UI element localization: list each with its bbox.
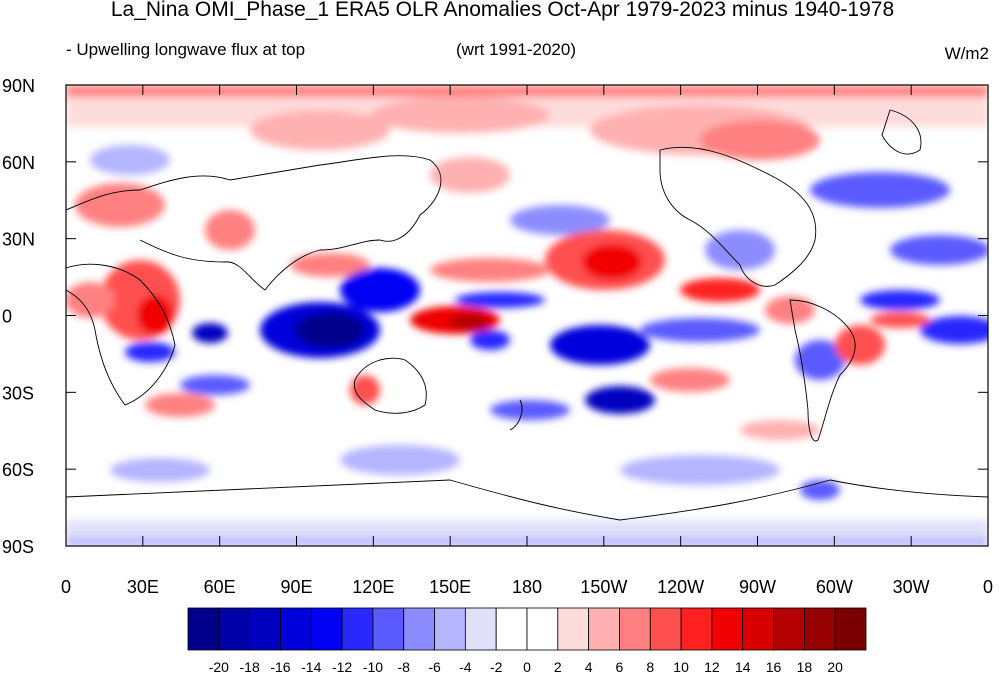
colorbar-label: 14 (735, 659, 751, 675)
x-tick-label: 120W (657, 577, 704, 597)
colorbar-box (434, 607, 466, 651)
x-tick-label: 180 (512, 577, 542, 597)
map-background (66, 85, 988, 546)
colorbar (187, 607, 867, 651)
anomaly-field (66, 85, 988, 546)
colorbar-label: -12 (332, 659, 352, 675)
x-axis: 0 30E 60E 90E 120E 150E 180 150W 120W 90W 60W 30W 0 (61, 85, 993, 597)
colorbar-box (619, 607, 651, 651)
colorbar-label: 10 (673, 659, 689, 675)
colorbar-label: -14 (301, 659, 321, 675)
x-tick-label: 150W (580, 577, 627, 597)
colorbar-label: 20 (827, 659, 843, 675)
colorbar-box (773, 607, 805, 651)
x-tick-label: 0 (983, 577, 993, 597)
x-tick-label: 150E (429, 577, 471, 597)
colorbar-box (742, 607, 774, 651)
y-tick-label: 60S (2, 460, 34, 480)
y-tick-label: 30S (2, 383, 34, 403)
y-axis: 90N 60N 30N 0 30S 60S 90S (2, 76, 988, 557)
colorbar-label: -18 (240, 659, 260, 675)
colorbar-box (680, 607, 713, 651)
colorbar-label: 8 (646, 659, 654, 675)
colorbar-box (280, 607, 312, 651)
colorbar-labels: -20 -18 -16 -14 -12 -10 -8 -6 -4 -2 0 2 4 6 8 10 12 14 16 1… (209, 659, 843, 675)
colorbar-box (341, 607, 374, 651)
colorbar-label: 16 (766, 659, 782, 675)
colorbar-label: -16 (270, 659, 290, 675)
colorbar-box (557, 607, 590, 651)
x-tick-label: 30E (127, 577, 159, 597)
colorbar-box (711, 607, 744, 651)
y-tick-label: 90S (2, 537, 34, 557)
y-tick-label: 30N (2, 230, 35, 250)
colorbar-box (187, 607, 220, 651)
colorbar-box (803, 607, 836, 651)
colorbar-label: 4 (585, 659, 593, 675)
colorbar-box (649, 607, 682, 651)
x-tick-label: 60E (204, 577, 236, 597)
x-tick-label: 60W (816, 577, 853, 597)
colorbar-box (834, 607, 867, 651)
plot-title: La_Nina OMI_Phase_1 ERA5 OLR Anomalies O… (110, 0, 895, 21)
y-tick-label: 60N (2, 153, 35, 173)
colorbar-box (372, 607, 405, 651)
colorbar-box (526, 607, 559, 651)
colorbar-label: 0 (523, 659, 531, 675)
colorbar-label: 12 (704, 659, 720, 675)
x-tick-label: 90W (739, 577, 776, 597)
x-tick-label: 0 (61, 577, 71, 597)
colorbar-box (495, 607, 528, 651)
left-string: - Upwelling longwave flux at top (66, 40, 306, 59)
units-label: W/m2 (944, 44, 989, 63)
colorbar-label: -4 (459, 659, 472, 675)
colorbar-box (588, 607, 620, 651)
colorbar-box (218, 607, 251, 651)
x-tick-label: 120E (352, 577, 394, 597)
colorbar-label: -6 (428, 659, 441, 675)
y-tick-label: 0 (2, 307, 12, 327)
x-tick-label: 30W (893, 577, 930, 597)
y-tick-label: 90N (2, 76, 35, 96)
colorbar-box (249, 607, 281, 651)
colorbar-label: 2 (554, 659, 562, 675)
x-tick-label: 90E (280, 577, 312, 597)
center-string: (wrt 1991-2020) (456, 40, 577, 59)
colorbar-box (464, 607, 497, 651)
colorbar-label: -20 (209, 659, 229, 675)
colorbar-label: -10 (363, 659, 383, 675)
colorbar-label: 6 (616, 659, 624, 675)
colorbar-label: -2 (490, 659, 503, 675)
map-panel (66, 85, 988, 546)
colorbar-label: -8 (398, 659, 411, 675)
colorbar-box (310, 607, 343, 651)
colorbar-box (403, 607, 435, 651)
colorbar-label: 18 (797, 659, 813, 675)
